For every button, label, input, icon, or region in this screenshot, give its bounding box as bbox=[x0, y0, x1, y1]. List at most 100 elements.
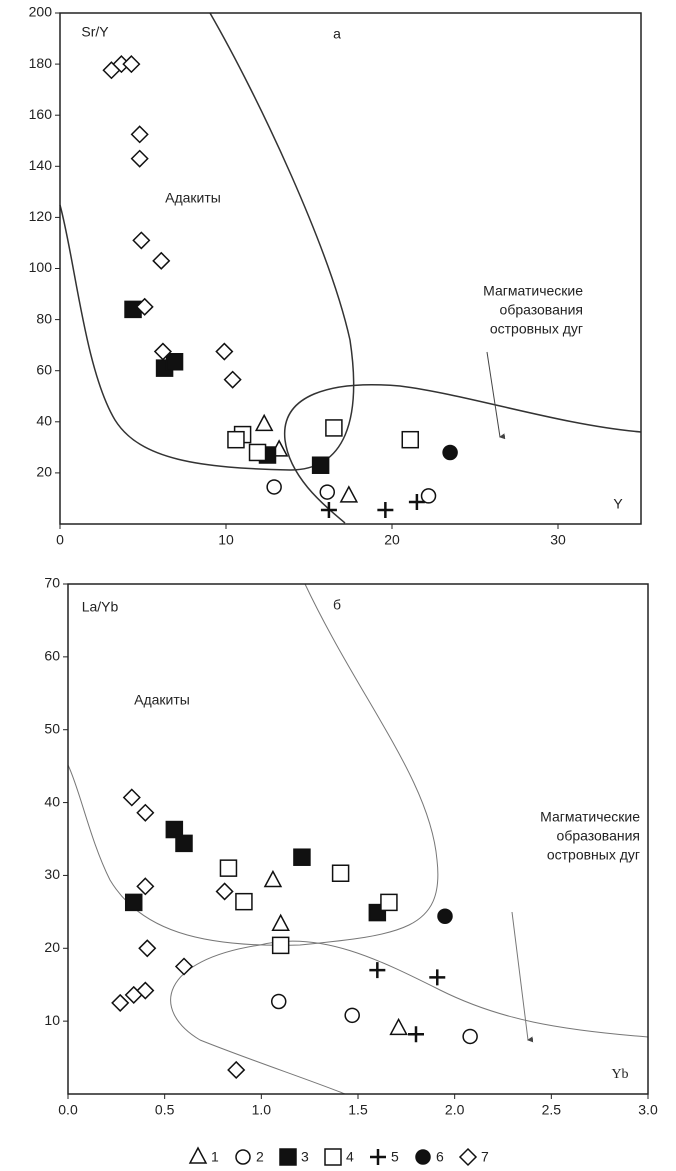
legend-label: 1 bbox=[211, 1149, 219, 1165]
marker-diamond bbox=[122, 55, 141, 74]
marker-triangle bbox=[263, 869, 283, 888]
arc-label: островных дуг bbox=[490, 321, 583, 337]
y-tick-label: 50 bbox=[44, 720, 60, 736]
marker-triangle bbox=[389, 1017, 408, 1036]
legend-marker bbox=[370, 1149, 386, 1165]
marker-square bbox=[175, 834, 193, 853]
marker-square bbox=[293, 848, 311, 866]
marker-cross bbox=[320, 501, 337, 518]
legend-marker bbox=[458, 1147, 478, 1167]
x-tick-label: 1.5 bbox=[348, 1102, 368, 1118]
arc-label: Магматические bbox=[483, 283, 583, 299]
marker-diamond bbox=[132, 231, 151, 250]
region-label: Адакиты bbox=[134, 692, 190, 708]
marker-square bbox=[325, 419, 343, 437]
y-tick-label: 30 bbox=[44, 866, 60, 882]
y-tick-label: 200 bbox=[29, 4, 53, 20]
x-axis-label: Yb bbox=[611, 1067, 628, 1082]
x-tick-label: 2.5 bbox=[542, 1102, 562, 1118]
marker-square bbox=[331, 864, 350, 882]
y-tick-label: 70 bbox=[44, 575, 60, 591]
x-tick-label: 3.0 bbox=[638, 1102, 658, 1118]
marker-circle bbox=[462, 1028, 478, 1045]
marker-diamond bbox=[227, 1060, 246, 1080]
marker-cross bbox=[429, 969, 446, 986]
y-axis-label: Sr/Y bbox=[81, 24, 109, 40]
adakite-boundary bbox=[59, 12, 355, 471]
marker-cross bbox=[369, 962, 386, 979]
marker-diamond bbox=[122, 788, 141, 807]
marker-square bbox=[271, 936, 290, 955]
arc-label: Магматические bbox=[540, 809, 640, 825]
marker-square bbox=[219, 859, 238, 877]
marker-circle bbox=[270, 993, 287, 1010]
marker-square bbox=[380, 893, 398, 912]
marker-square bbox=[165, 820, 184, 839]
marker-diamond bbox=[111, 993, 130, 1012]
marker-diamond bbox=[130, 149, 149, 168]
marker-triangle bbox=[271, 913, 290, 931]
panel-label: а bbox=[333, 26, 341, 42]
marker-diamond bbox=[215, 342, 234, 361]
marker-circle bbox=[344, 1007, 360, 1024]
legend-marker bbox=[415, 1149, 431, 1165]
marker-diamond bbox=[223, 370, 242, 389]
marker-diamond bbox=[136, 877, 155, 896]
marker-diamond bbox=[138, 939, 157, 958]
x-tick-label: 0 bbox=[56, 532, 64, 548]
legend-marker bbox=[235, 1149, 251, 1165]
arrow bbox=[486, 351, 506, 440]
arc-label: образования bbox=[500, 302, 583, 318]
y-tick-label: 80 bbox=[36, 310, 52, 326]
marker-triangle bbox=[339, 485, 359, 503]
marker-square bbox=[248, 443, 267, 462]
legend-label: 4 bbox=[346, 1149, 354, 1165]
marker-square bbox=[165, 353, 184, 371]
marker-circle bbox=[319, 484, 336, 500]
arrow bbox=[511, 911, 534, 1043]
legend-marker bbox=[188, 1146, 208, 1164]
legend-label: 5 bbox=[391, 1149, 399, 1165]
marker-diamond bbox=[135, 297, 154, 316]
panel-label: б bbox=[333, 597, 341, 613]
y-tick-label: 20 bbox=[36, 464, 52, 480]
marker-diamond bbox=[136, 981, 155, 1000]
y-tick-label: 10 bbox=[44, 1012, 60, 1028]
marker-square bbox=[311, 456, 330, 474]
region-label: Адакиты bbox=[165, 190, 221, 206]
marker-diamond bbox=[136, 803, 155, 822]
marker-diamond bbox=[152, 251, 171, 270]
x-tick-label: 2.0 bbox=[445, 1102, 465, 1118]
x-tick-label: 0.5 bbox=[155, 1102, 175, 1118]
y-tick-label: 100 bbox=[29, 259, 53, 275]
y-axis-label: La/Yb bbox=[82, 599, 119, 615]
x-tick-label: 20 bbox=[384, 532, 400, 548]
marker-circle bbox=[420, 488, 437, 504]
legend-label: 6 bbox=[436, 1149, 444, 1165]
marker-triangle bbox=[254, 413, 274, 432]
y-tick-label: 40 bbox=[36, 413, 52, 429]
marker-square bbox=[124, 893, 143, 912]
y-tick-label: 160 bbox=[29, 106, 53, 122]
y-tick-label: 60 bbox=[44, 648, 60, 664]
x-tick-label: 1.0 bbox=[252, 1102, 272, 1118]
marker-square bbox=[235, 892, 253, 911]
x-tick-label: 10 bbox=[218, 532, 234, 548]
marker-diamond bbox=[130, 125, 149, 144]
x-tick-label: 30 bbox=[550, 532, 566, 548]
arc-boundary bbox=[170, 940, 649, 1095]
legend-label: 3 bbox=[301, 1149, 309, 1165]
y-tick-label: 140 bbox=[29, 157, 53, 173]
y-tick-label: 120 bbox=[29, 208, 53, 224]
adakite-boundary bbox=[67, 583, 439, 946]
y-tick-label: 180 bbox=[29, 55, 53, 71]
arc-label: образования bbox=[557, 828, 640, 844]
x-axis-label: Y bbox=[613, 496, 623, 512]
marker-cross bbox=[408, 1026, 424, 1043]
marker-cross bbox=[408, 494, 425, 511]
marker-diamond bbox=[174, 957, 194, 976]
marker-circle bbox=[266, 479, 282, 495]
legend-marker bbox=[324, 1148, 342, 1166]
y-tick-label: 40 bbox=[44, 793, 60, 809]
